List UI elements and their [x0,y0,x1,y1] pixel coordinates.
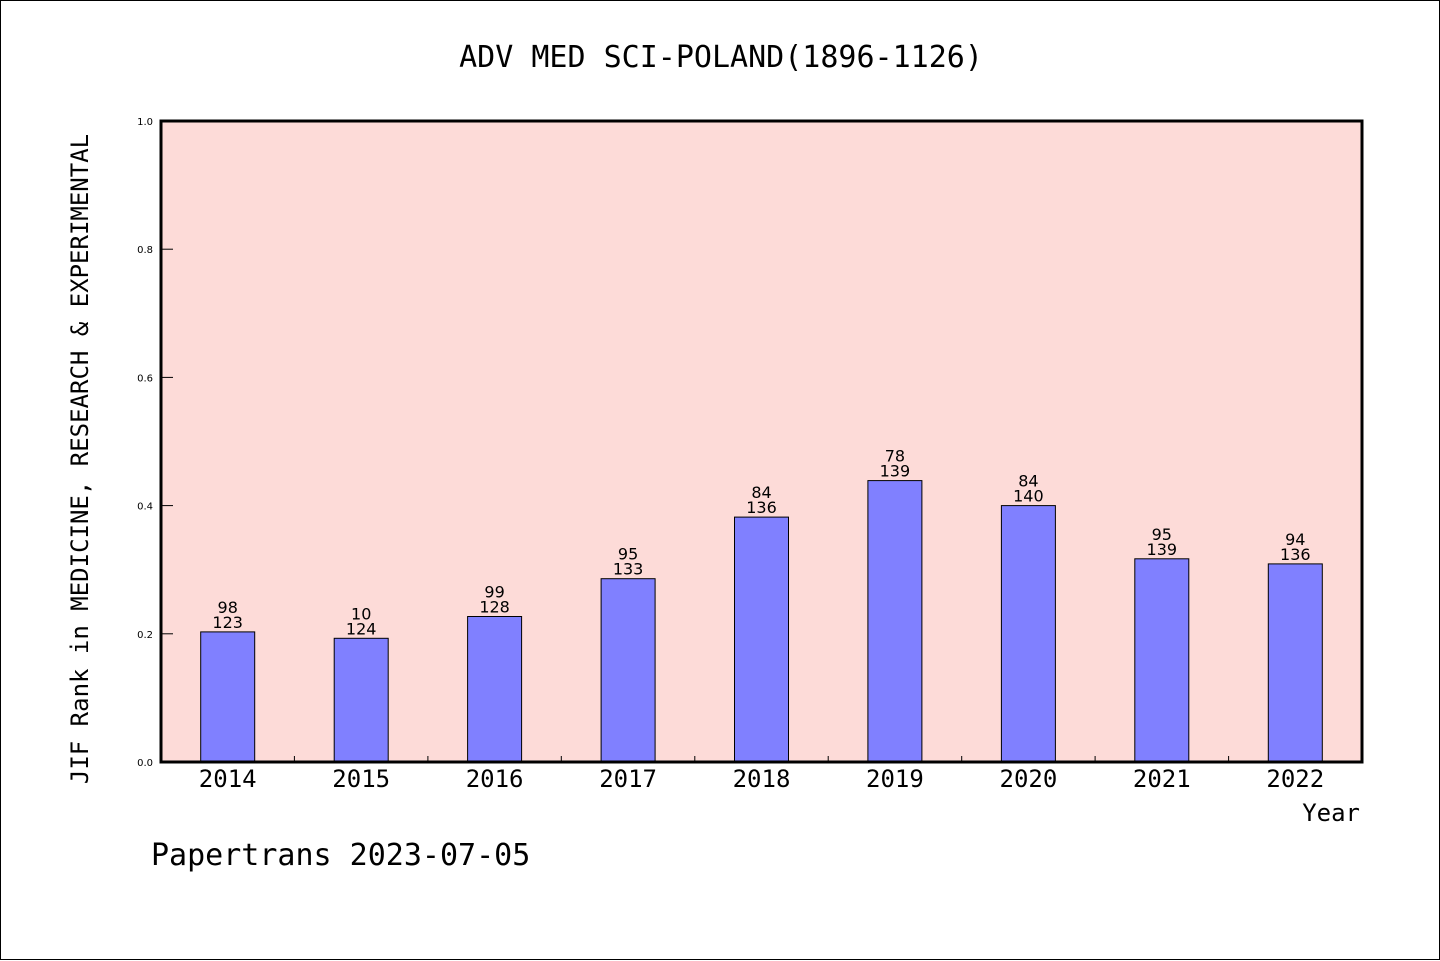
y-tick-label-1.0: 1.0 [137,117,153,128]
bar-total-label-2020: 140 [1013,487,1044,506]
bar-2019 [867,480,923,763]
y-tick-label-0.0: 0.0 [137,758,153,769]
x-tick-label-2020: 2020 [1000,765,1058,793]
x-tick-label-2019: 2019 [866,765,924,793]
footer-credit: Papertrans 2023-07-05 [151,838,530,873]
bar-2016 [467,616,523,763]
y-axis-label: JIF Rank in MEDICINE, RESEARCH & EXPERIM… [66,134,94,784]
x-tick-label-2015: 2015 [332,765,390,793]
bar-total-label-2021: 139 [1147,540,1178,559]
bar-rank-label-2020: 84 [1018,472,1038,491]
bar-total-label-2014: 123 [212,613,243,632]
y-tick-label-0.8: 0.8 [137,245,153,256]
bar-total-label-2015: 124 [346,619,377,638]
x-tick-label-2014: 2014 [199,765,257,793]
bar-total-label-2019: 139 [880,462,911,481]
bar-total-label-2022: 136 [1280,545,1311,564]
plot-border [159,119,1364,764]
bar-2022 [1267,563,1323,763]
y-tick-label-0.2: 0.2 [137,630,153,641]
x-tick-label-2021: 2021 [1133,765,1191,793]
bar-2018 [734,516,789,763]
bar-2020 [1000,505,1056,763]
bar-rank-label-2019: 78 [885,447,905,466]
x-axis-label: Year [1302,799,1360,827]
bar-total-label-2018: 136 [746,498,777,517]
bar-2014 [200,631,256,763]
chart-title: ADV MED SCI-POLAND(1896-1126) [459,40,983,75]
bar-2021 [1134,558,1190,763]
bar-total-label-2016: 128 [479,598,510,617]
x-tick-label-2022: 2022 [1266,765,1324,793]
bar-rank-label-2017: 95 [618,545,638,564]
bar-rank-label-2021: 95 [1152,525,1172,544]
bar-rank-label-2018: 84 [751,483,771,502]
bar-2015 [333,637,389,763]
y-tick-label-0.4: 0.4 [137,502,153,513]
x-tick-label-2017: 2017 [599,765,657,793]
bar-rank-label-2022: 94 [1285,530,1305,549]
bar-rank-label-2014: 98 [218,598,238,617]
x-tick-label-2016: 2016 [466,765,524,793]
ticks-layer: 2014 2015 2016 2017 2018 2019 2020 2021 2022 0.0 0… [137,117,1324,793]
x-tick-label-2018: 2018 [733,765,791,793]
y-tick-label-0.6: 0.6 [137,373,153,384]
bar-2017 [600,578,656,763]
bar-total-label-2017: 133 [613,560,644,579]
bar-rank-label-2016: 99 [484,583,504,602]
bar-rank-label-2015: 10 [351,604,371,623]
